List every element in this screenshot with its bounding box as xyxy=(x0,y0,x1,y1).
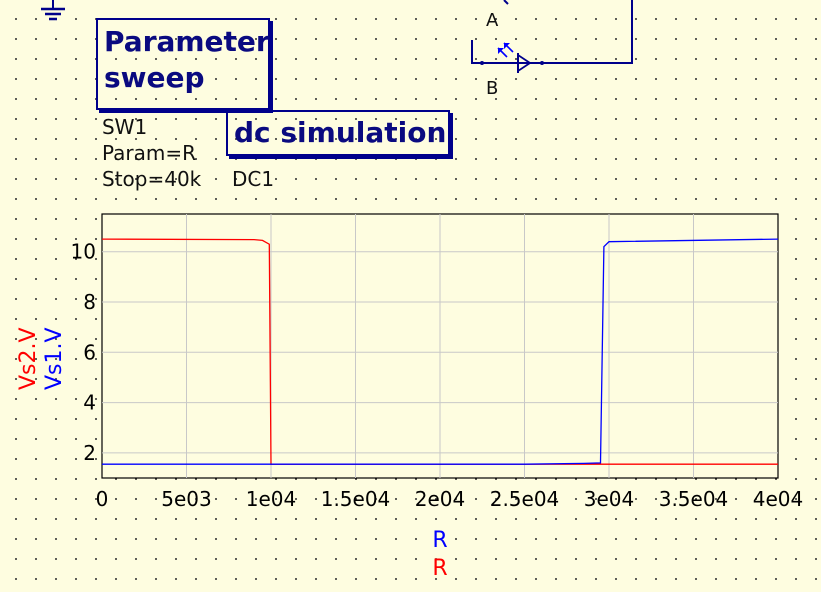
sweep-title-line1: Parameter xyxy=(104,25,270,58)
x-tick-label: 1.5e04 xyxy=(321,487,391,511)
photodiode-icon[interactable] xyxy=(497,42,532,73)
dc-properties[interactable]: DC1 xyxy=(232,166,274,192)
y-label-vs2: Vs2.V xyxy=(16,327,41,390)
x-label-r-bottom: R xyxy=(432,556,448,581)
circuit-fragment[interactable] xyxy=(460,0,640,110)
y-tick-label: 4 xyxy=(83,391,96,415)
x-tick-label: 2.5e04 xyxy=(490,487,560,511)
series-line-vs1-v[interactable] xyxy=(102,238,779,465)
circuit-wire xyxy=(471,0,633,64)
x-tick-label: 0 xyxy=(96,487,109,511)
y-tick-label: 8 xyxy=(83,290,96,314)
x-tick-label: 1e04 xyxy=(246,487,296,511)
ground-icon[interactable] xyxy=(38,0,68,22)
sweep-title-line2: sweep xyxy=(104,61,205,94)
dc-prop-name: DC1 xyxy=(232,167,275,191)
plot-grid xyxy=(102,214,778,478)
y-axis-ticks: 2 4 6 8 10 xyxy=(71,240,96,465)
y-tick-label: 10 xyxy=(71,240,96,264)
y-axis-labels: Vs2.V Vs1.V xyxy=(8,318,68,398)
sweep-prop-param: Param=R xyxy=(102,141,197,165)
x-axis-ticks: 0 5e03 1e04 1.5e04 2e04 2.5e04 3e04 3.5e04 4e04 xyxy=(96,487,804,511)
sweep-prop-stop: Stop=40k xyxy=(102,167,202,191)
x-label-r-top: R xyxy=(432,528,448,553)
plot-series xyxy=(101,238,779,465)
y-tick-label: 2 xyxy=(83,441,96,465)
y-label-vs1: Vs1.V xyxy=(42,327,67,390)
x-tick-label: 4e04 xyxy=(753,487,803,511)
x-tick-label: 3.5e04 xyxy=(659,487,729,511)
node-label-a: A xyxy=(486,10,499,31)
sweep-properties[interactable]: SW1 Param=R Stop=40k xyxy=(102,114,201,192)
x-tick-label: 3e04 xyxy=(584,487,634,511)
x-tick-label: 5e03 xyxy=(161,487,211,511)
dc-simulation-component[interactable]: dc simulation xyxy=(226,110,450,156)
dc-title: dc simulation xyxy=(234,116,447,149)
node-label-b: B xyxy=(486,78,499,99)
parameter-sweep-component[interactable]: Parameter sweep xyxy=(96,18,270,110)
y-tick-label: 6 xyxy=(83,340,96,364)
sweep-prop-name: SW1 xyxy=(102,115,148,139)
x-tick-label: 2e04 xyxy=(415,487,465,511)
